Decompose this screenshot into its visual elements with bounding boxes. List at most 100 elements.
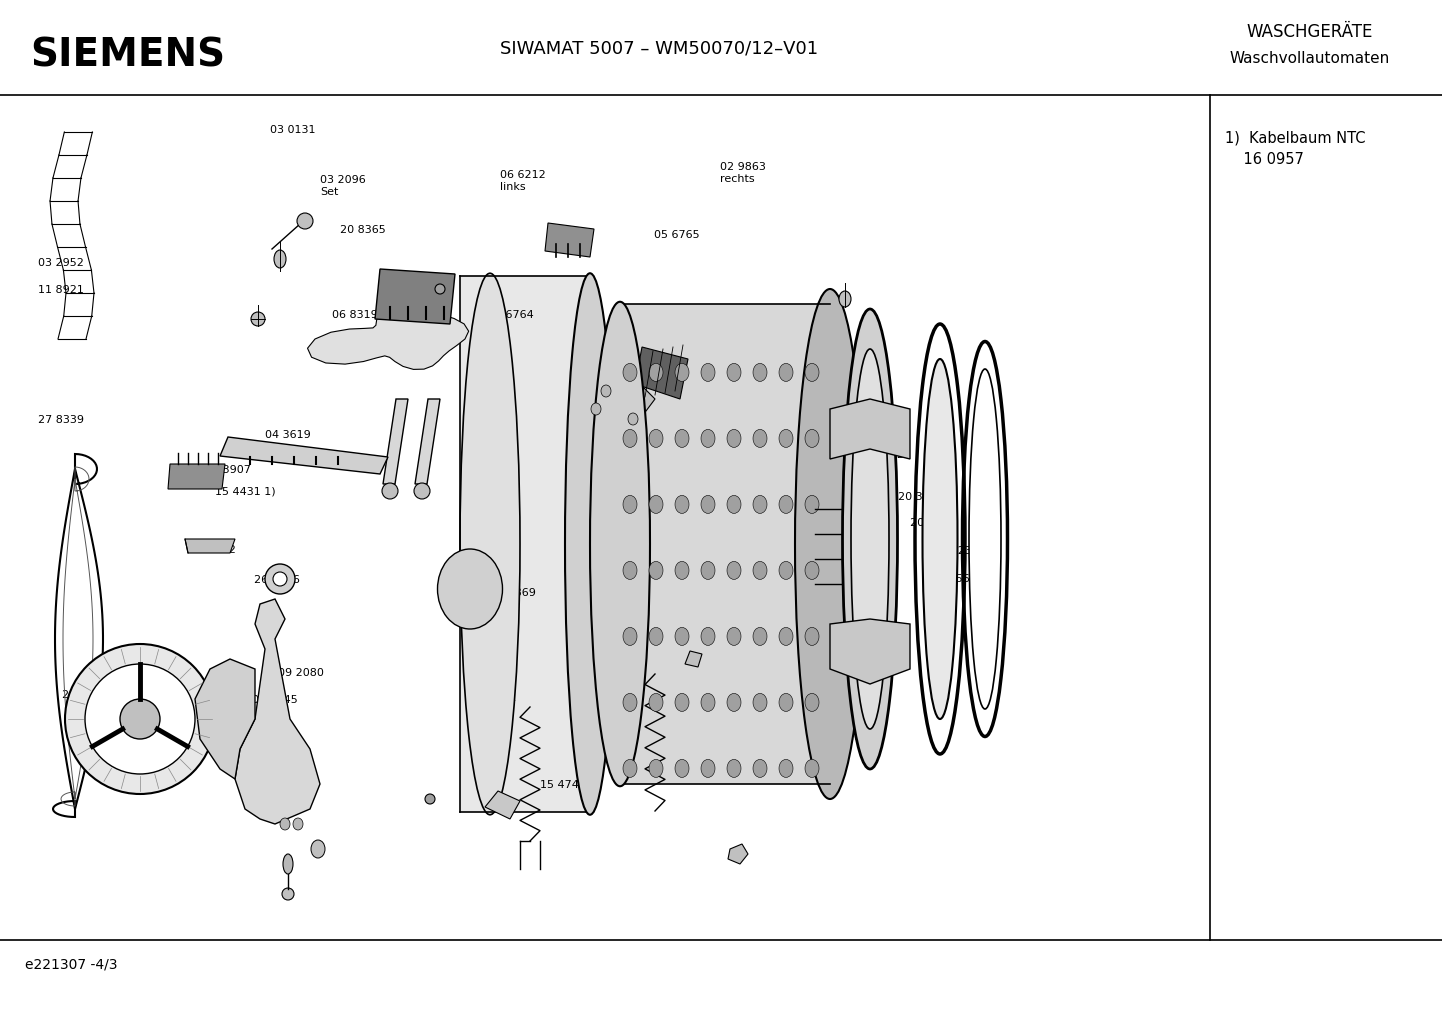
Text: 03 0131: 03 0131 [270,125,316,135]
Ellipse shape [437,549,502,629]
Ellipse shape [701,429,715,447]
Ellipse shape [753,693,767,711]
Ellipse shape [601,385,611,397]
Text: SIEMENS: SIEMENS [30,36,225,74]
Ellipse shape [779,429,793,447]
Ellipse shape [649,759,663,777]
Ellipse shape [283,854,293,874]
Text: 11 8922: 11 8922 [858,450,904,460]
Text: 27 8339: 27 8339 [37,415,84,425]
Ellipse shape [311,840,324,858]
Ellipse shape [120,699,160,739]
Ellipse shape [851,348,890,729]
Ellipse shape [590,302,650,787]
Ellipse shape [779,364,793,381]
Text: 05 9345: 05 9345 [252,695,297,705]
Text: 05 6765: 05 6765 [655,230,699,240]
Polygon shape [685,651,702,667]
Ellipse shape [435,284,446,294]
Ellipse shape [795,289,865,799]
Ellipse shape [753,561,767,580]
Ellipse shape [675,495,689,514]
Ellipse shape [649,495,663,514]
Polygon shape [728,844,748,864]
Ellipse shape [293,818,303,830]
Ellipse shape [701,561,715,580]
Polygon shape [235,599,320,824]
Ellipse shape [382,483,398,499]
Ellipse shape [425,794,435,804]
Text: 11 8923: 11 8923 [926,546,972,556]
Ellipse shape [701,364,715,381]
Ellipse shape [727,693,741,711]
Polygon shape [195,659,255,779]
Polygon shape [221,437,388,474]
Ellipse shape [675,429,689,447]
Ellipse shape [727,561,741,580]
Ellipse shape [649,561,663,580]
Ellipse shape [805,628,819,645]
Ellipse shape [629,413,637,425]
Text: 02 9863
rechts: 02 9863 rechts [720,162,766,184]
Text: 1)  Kabelbaum NTC
    16 0957: 1) Kabelbaum NTC 16 0957 [1226,130,1366,167]
Text: 26 3726: 26 3726 [254,575,300,585]
Ellipse shape [623,759,637,777]
Ellipse shape [805,693,819,711]
Ellipse shape [297,213,313,229]
Polygon shape [53,454,102,817]
Ellipse shape [727,364,741,381]
Ellipse shape [265,564,296,594]
Polygon shape [545,223,594,257]
Ellipse shape [623,495,637,514]
Ellipse shape [623,364,637,381]
Text: WASCHGERÄTE: WASCHGERÄTE [1247,23,1373,41]
Ellipse shape [923,359,957,719]
Text: 06 8319: 06 8319 [332,310,378,320]
Text: SIWAMAT 5007 – WM50070/12–V01: SIWAMAT 5007 – WM50070/12–V01 [500,39,818,57]
Text: 03 2952: 03 2952 [37,258,84,268]
Text: 05 6764: 05 6764 [487,310,534,320]
Ellipse shape [649,628,663,645]
Polygon shape [485,791,521,819]
Ellipse shape [779,759,793,777]
Ellipse shape [623,628,637,645]
Text: 03 2096
Set: 03 2096 Set [320,175,366,198]
Text: 05 9320: 05 9320 [262,760,307,770]
Ellipse shape [623,561,637,580]
Ellipse shape [280,818,290,830]
Ellipse shape [753,429,767,447]
Text: 09 2080: 09 2080 [278,668,324,678]
Ellipse shape [675,628,689,645]
Ellipse shape [251,312,265,326]
Ellipse shape [727,759,741,777]
Text: 05 6768
Set: 05 6768 Set [841,720,885,743]
Text: 28 9673: 28 9673 [660,650,707,660]
Ellipse shape [460,273,521,815]
Ellipse shape [675,693,689,711]
Ellipse shape [753,495,767,514]
Ellipse shape [85,664,195,774]
Polygon shape [460,276,590,812]
Ellipse shape [623,429,637,447]
Text: 20 3961: 20 3961 [910,518,956,528]
Ellipse shape [649,429,663,447]
Ellipse shape [565,273,614,815]
Ellipse shape [753,759,767,777]
Text: 06 6212
links: 06 6212 links [500,170,545,193]
Polygon shape [415,399,440,484]
Ellipse shape [805,561,819,580]
Ellipse shape [805,429,819,447]
Text: 23 3133: 23 3133 [600,340,646,350]
Ellipse shape [805,759,819,777]
Polygon shape [600,379,655,439]
Polygon shape [375,269,456,324]
Ellipse shape [274,250,286,268]
Ellipse shape [701,628,715,645]
Ellipse shape [753,628,767,645]
Text: 23 3132: 23 3132 [695,388,741,398]
Ellipse shape [805,495,819,514]
Ellipse shape [779,628,793,645]
Text: 11 8921: 11 8921 [37,285,84,294]
Ellipse shape [649,693,663,711]
Text: 11 8869: 11 8869 [490,588,536,598]
